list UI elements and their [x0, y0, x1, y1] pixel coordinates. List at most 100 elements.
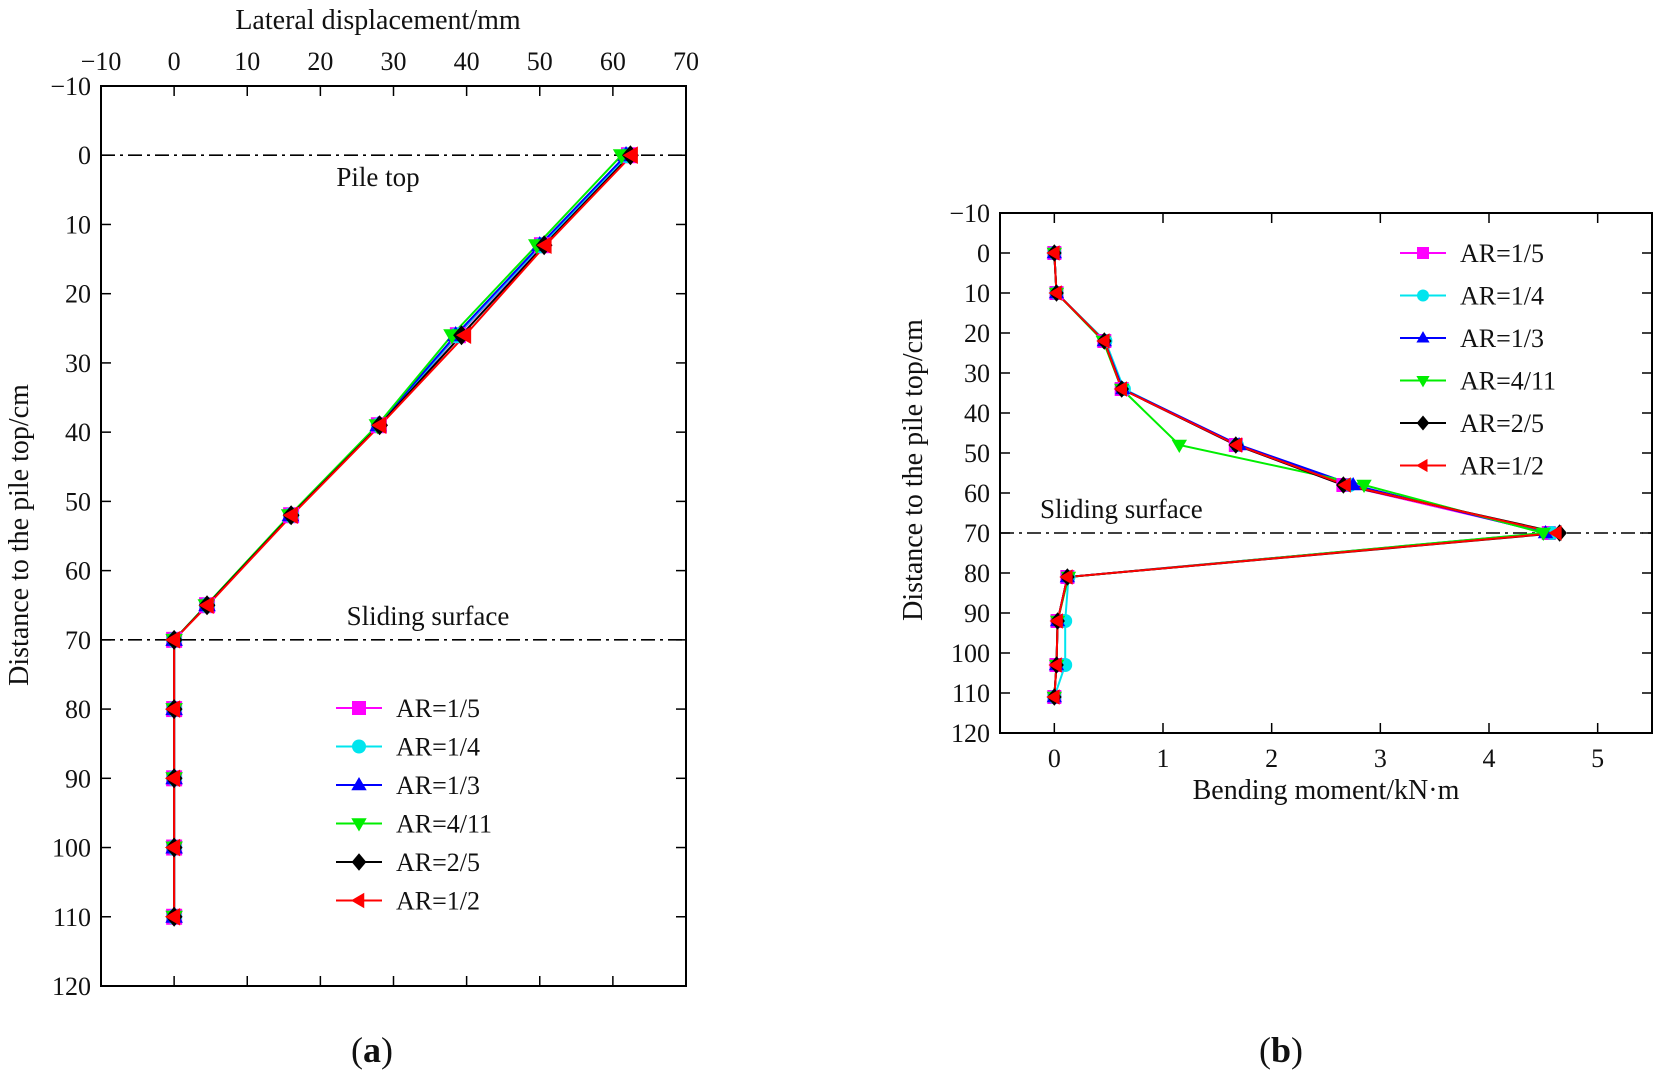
legend-label-ar-1-3: AR=1/3	[396, 771, 480, 800]
y-tick-label: 120	[951, 719, 990, 748]
data-point-ar-1-2	[1337, 477, 1351, 493]
legend-marker-ar-4-11	[1416, 376, 1430, 388]
x-tick-label: 1	[1157, 744, 1170, 773]
y-tick-label: 10	[65, 210, 91, 239]
y-tick-label: 40	[964, 399, 990, 428]
y-tick-label: 60	[65, 557, 91, 586]
reference-lines-a	[101, 154, 686, 641]
x-tick-label: 50	[527, 47, 553, 76]
data-point-ar-1-2	[282, 506, 298, 525]
legend-label-ar-4-11: AR=4/11	[396, 810, 492, 839]
x-tick-label: 0	[1048, 744, 1061, 773]
y-tick-label: 50	[65, 487, 91, 516]
chart-panel-b: Bending moment/kN·m Distance to the pile…	[898, 199, 1653, 1070]
data-point-ar-1-2	[1228, 437, 1243, 453]
plot-frame-b	[999, 212, 1653, 734]
y-tick-label: 30	[964, 359, 990, 388]
x-axis-title-a: Lateral displacement/mm	[235, 5, 521, 36]
panel-label-a: (a)	[351, 1030, 393, 1070]
y-tick-label: 80	[964, 559, 990, 588]
data-point-ar-4-11	[1535, 527, 1552, 542]
data-point-ar-1-2	[1059, 569, 1073, 585]
x-tick-label: 0	[168, 47, 181, 76]
y-axis-title-b: Distance to the pile top/cm	[898, 319, 929, 621]
data-point-ar-1-2	[1113, 381, 1127, 397]
data-point-ar-1-2	[622, 146, 638, 165]
legend-marker-ar-1-3	[351, 776, 367, 791]
legend-a: AR=1/5 AR=1/4 AR=1/3 AR=4/11 AR=2/5 AR=1/2	[336, 694, 492, 916]
legend-label-ar-1-2: AR=1/2	[396, 887, 480, 916]
data-point-ar-1-2	[164, 769, 181, 788]
series-line-ar-4-11	[173, 154, 623, 917]
y-tick-label: 110	[952, 679, 990, 708]
x-tick-label: 4	[1483, 744, 1496, 773]
panel-label-b: (b)	[1259, 1030, 1303, 1070]
y-tick-label: 110	[53, 903, 91, 932]
y-tick-label: 0	[977, 239, 990, 268]
axis-ticks-a: −10 0 10 20 30 40 50 60 70 −10 0 10 20 30 40 50 60 70 80 90…	[50, 47, 699, 1001]
legend-label-ar-1-3: AR=1/3	[1460, 324, 1544, 353]
legend-label-ar-2-5: AR=2/5	[1460, 409, 1544, 438]
legend-marker-ar-4-11	[351, 818, 367, 832]
data-point-ar-1-2	[536, 236, 552, 255]
y-tick-label: 100	[52, 834, 91, 863]
data-point-ar-1-2	[1048, 657, 1062, 673]
data-point-ar-1-2	[198, 596, 214, 615]
data-point-ar-1-2	[1048, 285, 1062, 301]
y-tick-label: 70	[65, 626, 91, 655]
x-tick-label: −10	[81, 47, 122, 76]
series-line-ar-1-2	[173, 154, 633, 917]
data-point-ar-1-2	[1049, 613, 1063, 629]
legend-label-ar-1-4: AR=1/4	[396, 733, 480, 762]
series-line-ar-1-5	[173, 154, 630, 917]
data-point-ar-1-2	[1096, 333, 1110, 349]
y-tick-label: 60	[964, 479, 990, 508]
y-tick-label: 90	[65, 764, 91, 793]
y-tick-label: 90	[964, 599, 990, 628]
axis-ticks-b: 0 1 2 3 4 5 −10 0 10 20 30 40 50 60 70 80 90 100 110 120	[949, 199, 1652, 773]
data-point-ar-1-2	[1046, 689, 1060, 705]
legend-label-ar-1-5: AR=1/5	[396, 694, 480, 723]
data-point-ar-1-2	[164, 907, 181, 926]
data-point-ar-4-11	[1171, 439, 1187, 454]
legend-marker-ar-1-2	[350, 892, 365, 909]
annotation-sliding-surface-a: Sliding surface	[347, 601, 510, 631]
data-point-ar-4-11	[1356, 479, 1372, 494]
y-tick-label: 30	[65, 349, 91, 378]
legend-label-ar-1-4: AR=1/4	[1460, 282, 1544, 311]
x-tick-label: 30	[381, 47, 407, 76]
legend-label-ar-1-5: AR=1/5	[1460, 239, 1544, 268]
legend-label-ar-2-5: AR=2/5	[396, 848, 480, 877]
legend-marker-ar-1-5	[1417, 247, 1429, 259]
legend-marker-ar-1-2	[1416, 458, 1428, 473]
legend-marker-ar-1-4	[352, 739, 366, 754]
legend-marker-ar-2-5	[1416, 415, 1430, 431]
data-point-ar-1-2	[164, 631, 181, 649]
series-line-ar-1-3	[173, 154, 627, 917]
x-tick-label: 5	[1591, 744, 1604, 773]
legend-marker-ar-1-4	[1417, 289, 1429, 302]
y-tick-label: 0	[78, 141, 91, 170]
annotation-pile-top: Pile top	[336, 162, 419, 192]
y-tick-label: 80	[65, 695, 91, 724]
series-line-ar-2-5	[173, 154, 632, 917]
legend-marker-ar-1-5	[352, 701, 366, 715]
x-tick-label: 70	[673, 47, 699, 76]
x-tick-label: 20	[307, 47, 333, 76]
data-point-ar-1-2	[164, 700, 181, 718]
data-point-ar-1-2	[1046, 245, 1060, 261]
x-tick-label: 3	[1374, 744, 1387, 773]
legend-marker-ar-2-5	[351, 853, 367, 871]
y-axis-title-a: Distance to the pile top/cm	[4, 384, 35, 686]
annotation-sliding-surface-b: Sliding surface	[1040, 494, 1203, 524]
x-tick-label: 40	[454, 47, 480, 76]
series-group-b	[1046, 244, 1567, 706]
y-tick-label: −10	[949, 199, 990, 228]
y-tick-label: 50	[964, 439, 990, 468]
data-point-ar-1-2	[1548, 525, 1562, 541]
y-tick-label: 70	[964, 519, 990, 548]
legend-b: AR=1/5 AR=1/4 AR=1/3 AR=4/11 AR=2/5 AR=1/2	[1400, 239, 1556, 481]
legend-label-ar-4-11: AR=4/11	[1460, 367, 1556, 396]
data-point-ar-1-2	[455, 326, 472, 345]
